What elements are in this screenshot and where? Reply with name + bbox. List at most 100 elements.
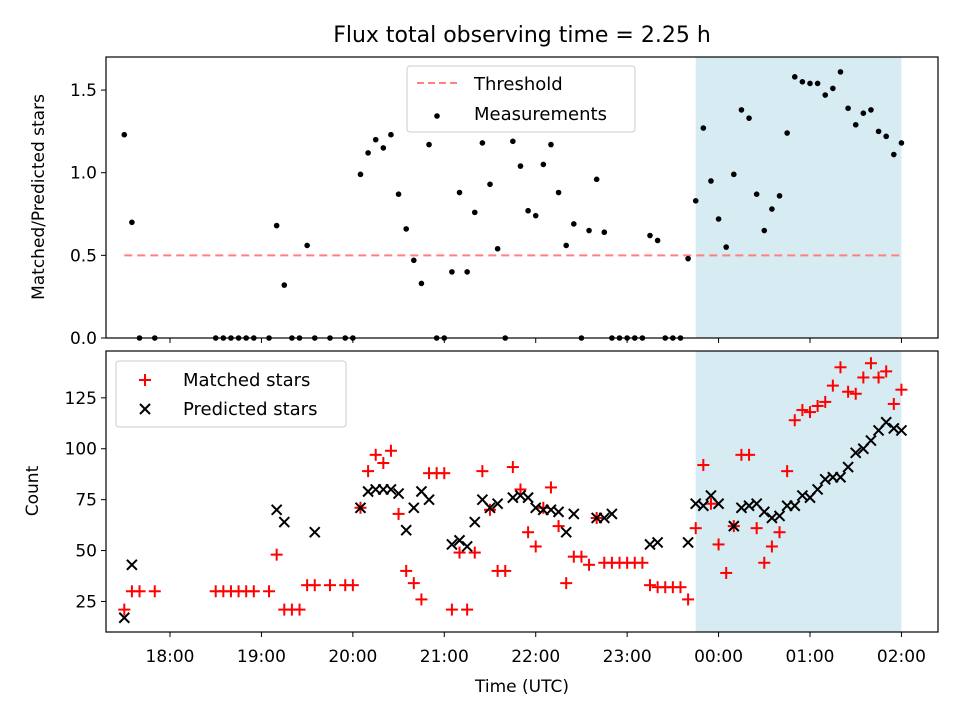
measurement-point	[830, 85, 836, 92]
predicted-point	[385, 483, 397, 496]
ratio-panel: 0.0 0.5 1.0 1.5 Matched/Predicted stars Thr…	[29, 56, 939, 349]
matched-point	[346, 579, 359, 592]
matched-point	[506, 461, 519, 474]
measurement-point	[456, 189, 463, 196]
measurement-point	[388, 131, 394, 138]
matched-point	[544, 481, 557, 494]
predicted-point	[522, 491, 534, 504]
matched-point	[682, 593, 695, 606]
predicted-point	[560, 526, 572, 538]
measurement-point	[814, 80, 821, 87]
ratio-panel-shaded-span	[695, 57, 902, 338]
matched-point	[369, 448, 382, 461]
matched-point	[263, 585, 276, 598]
predicted-point	[568, 508, 580, 520]
legend-matched-swatch	[139, 374, 151, 386]
predicted-point	[697, 500, 710, 512]
matched-point	[118, 603, 131, 616]
matched-point	[697, 459, 710, 472]
x-tick-label: 22:00	[511, 647, 560, 667]
measurement-point	[471, 209, 478, 216]
measurement-point	[868, 107, 874, 113]
matched-point	[758, 556, 771, 569]
matched-point	[811, 399, 824, 412]
measurement-point	[487, 181, 493, 188]
matched-point	[468, 546, 481, 559]
measurement-point	[875, 128, 882, 135]
predicted-point	[491, 498, 504, 510]
figure-title: Flux total observing time = 2.25 h	[333, 23, 711, 48]
matched-point	[880, 365, 893, 378]
x-tick-label: 21:00	[420, 647, 469, 667]
matched-point	[133, 585, 146, 598]
measurement-point	[380, 145, 387, 151]
matched-point	[887, 397, 900, 410]
matched-point	[377, 456, 390, 469]
matched-point	[529, 540, 542, 553]
measurement-point	[464, 269, 470, 275]
matched-point	[293, 603, 306, 616]
measurement-point	[494, 245, 501, 252]
measurement-point	[807, 80, 813, 87]
measurement-point	[532, 212, 539, 219]
matched-point	[552, 520, 565, 533]
predicted-point	[712, 498, 725, 510]
measurement-point	[563, 242, 569, 249]
measurement-point	[761, 227, 768, 234]
ratio-panel-frame	[105, 56, 939, 339]
matched-point	[415, 593, 428, 606]
predicted-point	[682, 536, 694, 549]
matched-point	[819, 395, 832, 408]
x-tick-label: 02:00	[877, 647, 926, 667]
measurement-point	[891, 151, 897, 158]
predicted-point	[773, 510, 786, 522]
measurement-point	[647, 232, 653, 239]
matched-point	[476, 465, 489, 478]
measurement-point	[273, 222, 280, 229]
measurement-point	[837, 69, 844, 75]
measurement-point	[822, 92, 829, 98]
y-tick-label: 100	[65, 440, 97, 460]
legend-matched-label: Matched stars	[183, 370, 310, 391]
matched-point	[445, 603, 458, 616]
matched-point	[895, 383, 908, 396]
matched-point	[537, 501, 550, 514]
predicted-point	[789, 500, 801, 512]
legend-frame	[406, 65, 636, 133]
legend-threshold-label: Threshold	[473, 74, 563, 95]
matched-point	[674, 581, 687, 594]
predicted-point	[278, 516, 290, 528]
predicted-point	[850, 447, 862, 459]
matched-point	[644, 579, 656, 592]
matched-point	[499, 564, 512, 577]
matched-point	[438, 467, 451, 480]
measurement-point	[365, 150, 371, 156]
measurement-point	[129, 219, 135, 226]
measurement-point	[357, 171, 364, 178]
matched-point	[583, 558, 596, 571]
x-tick-label: 01:00	[786, 647, 835, 667]
count-panel-legend: Matched stars Predicted stars	[115, 360, 347, 428]
matched-point	[743, 448, 756, 461]
matched-point	[781, 465, 794, 478]
predicted-point	[842, 461, 854, 473]
measurement-point	[700, 125, 707, 131]
measurement-point	[784, 130, 790, 136]
measurement-point	[548, 141, 554, 148]
measurement-point	[281, 282, 288, 288]
measurement-point	[845, 105, 851, 112]
measurement-point	[304, 242, 310, 249]
measurement-point	[121, 131, 128, 138]
matched-point	[575, 550, 588, 563]
matched-point	[407, 577, 420, 590]
ratio-panel-ylabel: Matched/Predicted stars	[29, 94, 49, 300]
matched-point	[484, 503, 496, 516]
matched-point	[857, 371, 870, 384]
predicted-point	[309, 526, 321, 538]
measurement-point	[685, 255, 691, 262]
predicted-point	[728, 520, 740, 532]
predicted-point	[354, 502, 367, 514]
measurement-point	[731, 171, 737, 178]
measurement-point	[403, 226, 409, 232]
